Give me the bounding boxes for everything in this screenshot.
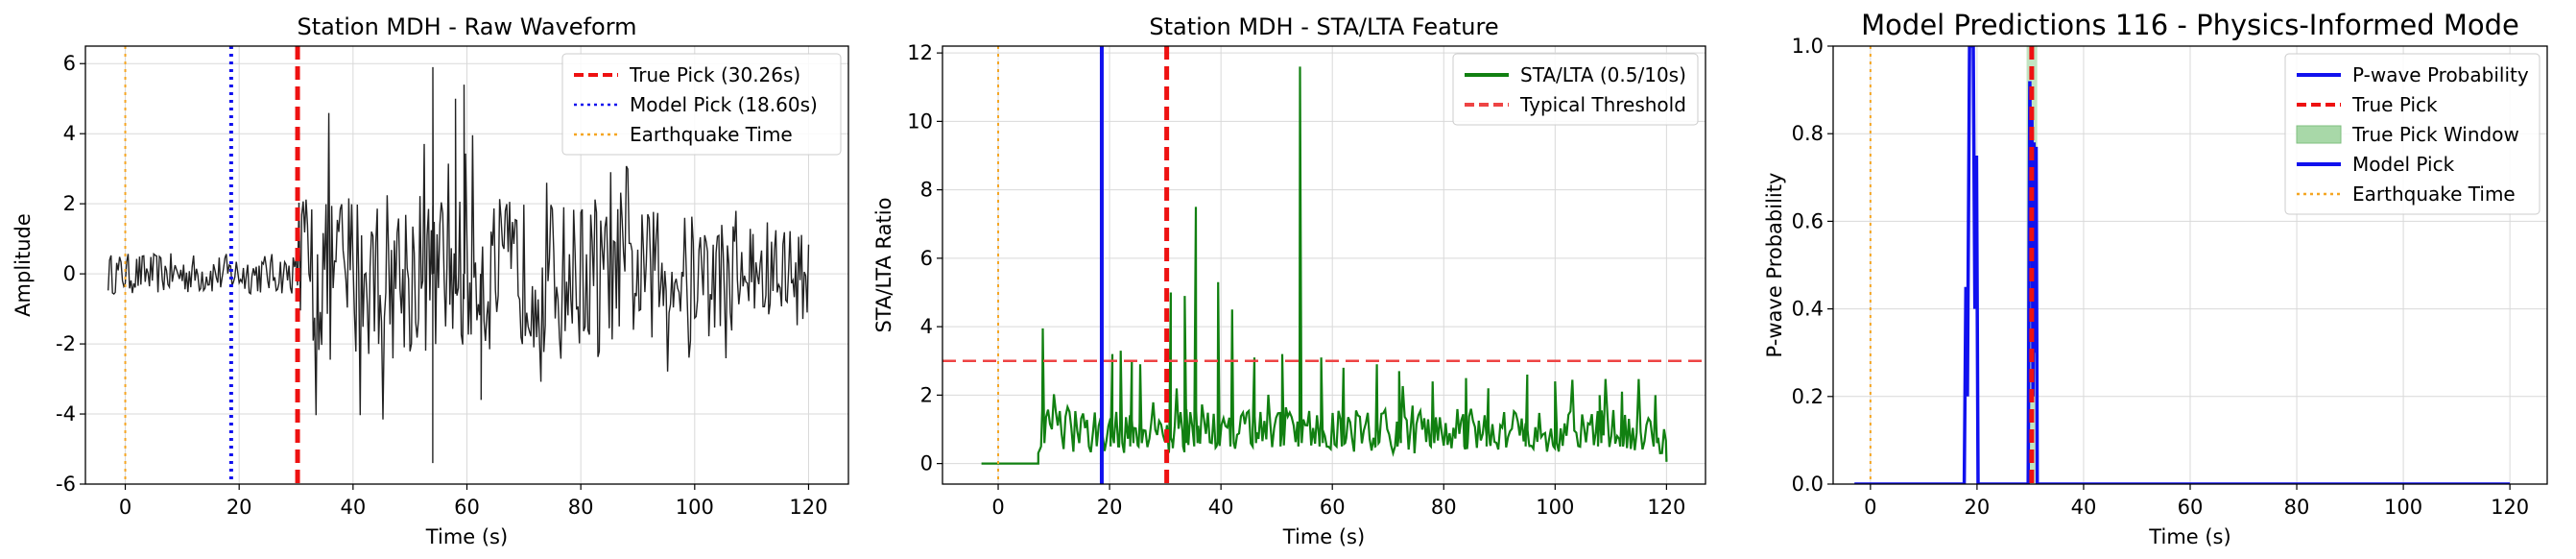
stalta-panel: 0 20 40 60 80 100 120 0 2 4 6 8 10 12 Station MDH - ST… [872, 13, 1706, 548]
x-tick-label: 60 [2178, 496, 2204, 519]
y-axis-label: Amplitude [12, 213, 35, 317]
x-tick-label: 80 [568, 496, 594, 519]
legend-box [561, 53, 842, 156]
y-tick-label: 10 [907, 109, 933, 133]
y-tick-label: 1.0 [1792, 35, 1824, 58]
x-tick-label: 40 [2071, 496, 2097, 519]
x-tick-label: 20 [1097, 496, 1123, 519]
y-tick-label: 4 [920, 315, 933, 338]
y-tick-label: 0 [920, 452, 933, 475]
y-tick-label: 0.2 [1792, 385, 1824, 408]
x-tick-label: 100 [2384, 496, 2422, 519]
x-axis-label: Time (s) [2148, 525, 2230, 548]
chart-title: Station MDH - Raw Waveform [297, 13, 636, 40]
y-tick-label: 0 [63, 262, 76, 285]
series-line [107, 66, 810, 464]
y-tick-label: -2 [56, 332, 76, 355]
x-tick-label: 40 [340, 496, 366, 519]
x-tick-label: 80 [2284, 496, 2310, 519]
axes-frame [942, 45, 1706, 485]
y-tick-label: 8 [920, 179, 933, 202]
y-tick-label: 0.6 [1792, 209, 1824, 232]
plot-area [942, 46, 1705, 484]
x-axis-label: Time (s) [425, 525, 508, 548]
waveform-panel: 0 20 40 60 80 100 120 -6 -4 -2 0 2 4 6 Station MDH - R… [12, 13, 849, 548]
legend: True Pick (30.26s) Model Pick (18.60s) Ear… [561, 53, 842, 156]
chart-title: Model Predictions 116 - Physics-Informed… [1861, 9, 2519, 41]
legend-label: True Pick [2351, 93, 2438, 116]
x-tick-label: 120 [1647, 496, 1685, 519]
legend-label: STA/LTA (0.5/10s) [1520, 63, 1686, 86]
y-tick-label: 0.0 [1792, 473, 1824, 496]
plot-area [1854, 46, 2511, 484]
x-tick-label: 120 [789, 496, 827, 519]
x-tick-label: 20 [227, 496, 252, 519]
x-tick-label: 100 [676, 496, 714, 519]
x-tick-label: 60 [454, 496, 480, 519]
prediction-panel: 0 20 40 60 80 100 120 0.0 0.2 0.4 0.6 0.8 1.0 Model P… [1763, 9, 2548, 548]
y-tick-label: 2 [63, 192, 76, 215]
legend-label: P-wave Probability [2352, 63, 2529, 86]
x-tick-label: 0 [1864, 496, 1876, 519]
legend-label: True Pick (30.26s) [629, 63, 800, 86]
x-tick-label: 60 [1320, 496, 1346, 519]
y-axis-label: P-wave Probability [1763, 173, 1786, 358]
legend: STA/LTA (0.5/10s) Typical Threshold [1452, 53, 1699, 126]
y-tick-label: 6 [920, 247, 933, 270]
y-tick-label: -4 [56, 402, 76, 425]
legend-box [2284, 53, 2540, 215]
legend-label: True Pick Window [2351, 123, 2519, 146]
legend-swatch [2296, 125, 2342, 144]
x-tick-label: 0 [991, 496, 1004, 519]
series-line [981, 66, 1668, 465]
plot-area [107, 46, 810, 484]
x-tick-label: 80 [1431, 496, 1457, 519]
x-axis-label: Time (s) [1282, 525, 1365, 548]
grid-lines [942, 46, 1705, 484]
legend-label: Model Pick (18.60s) [630, 93, 818, 116]
legend-label: Earthquake Time [2352, 182, 2516, 206]
y-tick-label: 0.8 [1792, 122, 1824, 145]
series-line [1854, 46, 2511, 484]
legend-box [1452, 53, 1699, 126]
chart-title: Station MDH - STA/LTA Feature [1149, 13, 1498, 40]
x-tick-label: 100 [1536, 496, 1574, 519]
legend-label: Model Pick [2352, 153, 2455, 176]
y-axis-label: STA/LTA Ratio [872, 198, 895, 333]
y-tick-label: 6 [63, 52, 76, 75]
legend-label: Earthquake Time [630, 123, 793, 146]
x-tick-label: 20 [1965, 496, 1991, 519]
x-tick-label: 120 [2491, 496, 2529, 519]
legend-label: Typical Threshold [1519, 93, 1686, 116]
y-tick-label: -6 [56, 473, 76, 496]
y-tick-label: 2 [920, 383, 933, 406]
x-tick-label: 0 [119, 496, 131, 519]
y-tick-label: 12 [907, 41, 933, 64]
y-tick-label: 0.4 [1792, 298, 1824, 321]
y-tick-label: 4 [63, 122, 76, 145]
legend: P-wave Probability True Pick True Pick Win… [2284, 53, 2540, 215]
x-tick-label: 40 [1208, 496, 1234, 519]
